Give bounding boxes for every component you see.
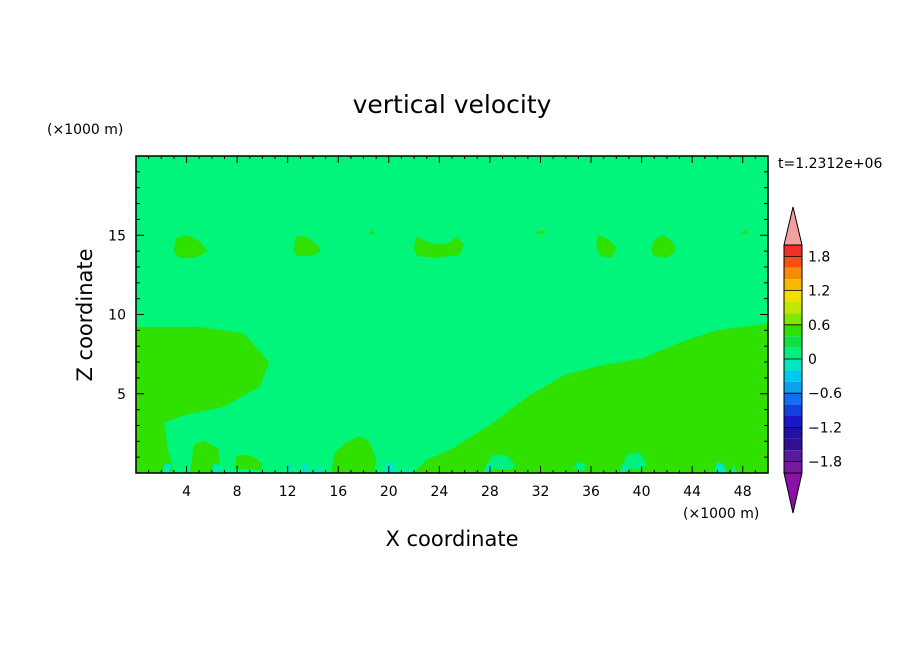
contour-region-8 [413, 236, 464, 258]
x-tick-label: 44 [683, 484, 701, 500]
x-tick-label: 12 [279, 484, 297, 500]
contour-region-9 [595, 234, 617, 258]
colorbar-tick-label: 1.8 [808, 249, 830, 265]
x-tick-label: 8 [233, 484, 242, 500]
colorbar-swatch [784, 256, 802, 268]
colorbar-swatch [784, 404, 802, 416]
x-unit-label: (×1000 m) [683, 506, 759, 522]
time-label: t=1.2312e+06 [778, 156, 882, 172]
contour-region-12 [536, 230, 545, 234]
colorbar-tick-label: 0.6 [808, 318, 830, 334]
colorbar-swatch [784, 302, 802, 314]
colorbar-swatch [784, 313, 802, 325]
chart-title: vertical velocity [353, 90, 552, 119]
colorbar-tick-label: −0.6 [808, 386, 842, 402]
contour-region-7 [293, 236, 321, 257]
colorbar-swatch [784, 336, 802, 348]
contour-region-25 [619, 464, 629, 474]
x-tick-label: 48 [734, 484, 752, 500]
x-tick-label: 32 [532, 484, 550, 500]
contour-region-16 [572, 461, 587, 472]
colorbar-swatch [784, 416, 802, 428]
colorbar-swatch [784, 245, 802, 257]
contour-region-24 [483, 463, 495, 474]
x-tick-label: 36 [582, 484, 600, 500]
colorbar-swatch [784, 279, 802, 291]
x-tick-label: 40 [633, 484, 651, 500]
plot-area [135, 156, 769, 474]
x-axis-label: X coordinate [385, 527, 518, 551]
colorbar-overflow-low [783, 472, 803, 514]
colorbar-swatch [784, 438, 802, 451]
colorbar-tick-label: 0 [808, 352, 817, 368]
colorbar-tick-label: −1.8 [808, 455, 842, 471]
colorbar-swatch [784, 347, 802, 359]
x-tick-label: 20 [380, 484, 398, 500]
colorbar-swatch [784, 324, 802, 337]
colorbar-swatch [784, 370, 802, 382]
colorbar-swatch [784, 381, 802, 394]
contour-region-10 [651, 234, 677, 258]
y-tick-label: 15 [108, 228, 126, 244]
y-axis-label: Z coordinate [73, 248, 97, 381]
x-tick-label: 16 [329, 484, 347, 500]
colorbar-swatch [784, 450, 802, 462]
contour-region-11 [369, 230, 376, 234]
x-tick-label: 28 [481, 484, 499, 500]
y-tick-label: 10 [108, 308, 126, 324]
contour-region-14 [487, 455, 516, 471]
x-tick-label: 4 [182, 484, 191, 500]
contour-region-6 [173, 234, 208, 258]
colorbar-swatch [784, 290, 802, 302]
colorbar-swatch [784, 267, 802, 280]
contour-region-13 [740, 230, 749, 234]
colorbar-tick-label: −1.2 [808, 420, 842, 436]
colorbar-swatch [784, 427, 802, 439]
colorbar-swatch [784, 359, 802, 371]
contour-region-15 [622, 452, 648, 471]
colorbar-tick-label: 1.2 [808, 284, 830, 300]
contour-region-21 [315, 464, 324, 474]
colorbar-swatch [784, 461, 802, 473]
contour-region-3 [331, 436, 377, 474]
colorbar: 1.8 1.2 0.6 0 −0.6 −1.2 −1.8 [783, 206, 842, 514]
contour-region-5 [234, 455, 263, 471]
colorbar-swatch [784, 393, 802, 405]
y-unit-label: (×1000 m) [47, 122, 123, 138]
colorbar-overflow-high [783, 206, 803, 246]
x-tick-label: 24 [430, 484, 448, 500]
y-tick-label: 5 [117, 387, 126, 403]
